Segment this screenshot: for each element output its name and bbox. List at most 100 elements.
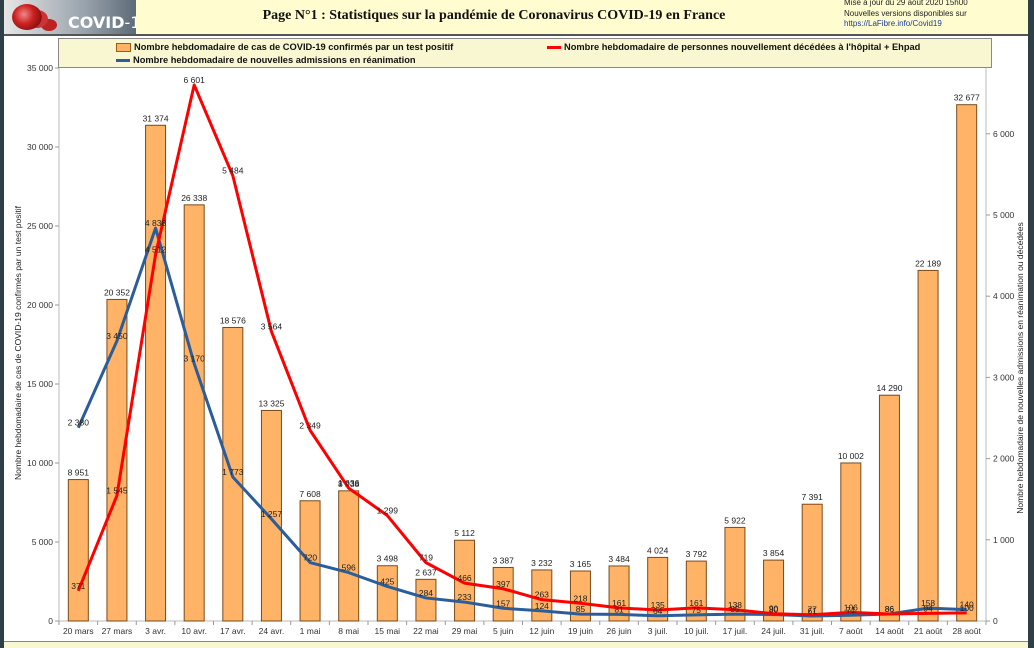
right-tick-label: 3 000: [993, 372, 1015, 382]
deaths-data-label: 1 299: [377, 506, 399, 516]
icu-data-label: 1 257: [261, 509, 283, 519]
deaths-data-label: 3 564: [261, 322, 283, 332]
icu-data-label: 157: [496, 598, 510, 608]
bar-label-cases: 26 338: [181, 193, 207, 203]
page: COVID-19 Page N°1 : Statistiques sur la …: [4, 0, 1028, 647]
icu-data-label: 61: [807, 606, 817, 616]
bar-label-cases: 2 637: [415, 567, 437, 577]
icu-data-label: 124: [535, 601, 549, 611]
x-tick-label: 17 avr.: [220, 626, 246, 636]
icu-data-label: 233: [457, 592, 471, 602]
x-tick-label: 8 mai: [338, 626, 359, 636]
icu-data-label: 64: [653, 606, 663, 616]
deaths-line: [78, 85, 966, 615]
icu-data-label: 85: [576, 604, 586, 614]
bar-label-cases: 18 576: [220, 315, 246, 325]
bar-label-cases: 5 922: [724, 515, 746, 525]
x-tick-label: 22 mai: [413, 626, 439, 636]
x-tick-label: 3 juil.: [648, 626, 668, 636]
bar-label-cases: 13 325: [258, 398, 284, 408]
left-tick-label: 30 000: [27, 142, 53, 152]
bar-label-cases: 7 608: [299, 489, 321, 499]
x-tick-label: 17 juil.: [723, 626, 748, 636]
icu-data-label: 3 450: [106, 331, 128, 341]
x-tick-label: 5 juin: [493, 626, 514, 636]
bar-cases: [377, 566, 397, 621]
bar-label-cases: 3 387: [493, 555, 515, 565]
bar-cases: [493, 567, 513, 621]
bar-cases: [841, 463, 861, 621]
x-tick-label: 1 mai: [300, 626, 321, 636]
x-tick-label: 20 mars: [63, 626, 94, 636]
bar-cases: [802, 504, 822, 621]
icu-data-label: 85: [730, 604, 740, 614]
icu-data-label: 71: [846, 605, 856, 615]
bar-label-cases: 10 002: [838, 451, 864, 461]
bar-label-cases: 3 165: [570, 559, 592, 569]
x-tick-label: 26 juin: [607, 626, 632, 636]
icu-data-label: 1 773: [222, 467, 244, 477]
bar-label-cases: 4 024: [647, 545, 669, 555]
icu-data-label: 80: [769, 605, 779, 615]
icu-data-label: 596: [342, 563, 356, 573]
bar-cases: [68, 480, 88, 621]
icu-data-label: 140: [960, 600, 974, 610]
deaths-data-label: 719: [419, 553, 433, 563]
bar-cases: [957, 105, 977, 621]
bar-cases: [146, 125, 166, 621]
bar-cases: [879, 395, 899, 621]
bar-cases: [339, 491, 359, 621]
bar-label-cases: 20 352: [104, 287, 130, 297]
icu-line: [78, 228, 966, 616]
icu-data-label: 86: [885, 604, 895, 614]
icu-data-label: 158: [921, 598, 935, 608]
bar-label-cases: 3 792: [686, 549, 708, 559]
deaths-data-label: 218: [573, 593, 587, 603]
x-tick-label: 14 août: [875, 626, 904, 636]
bar-label-cases: 5 112: [454, 528, 475, 538]
bar-label-cases: 7 391: [802, 492, 824, 502]
icu-data-label: 3 170: [184, 354, 206, 364]
icu-data-label: 284: [419, 588, 433, 598]
icu-data-label: 75: [692, 605, 702, 615]
bar-cases: [918, 270, 938, 621]
icu-data-label: 720: [303, 553, 317, 563]
left-tick-label: 15 000: [27, 379, 53, 389]
x-tick-label: 24 juil.: [761, 626, 786, 636]
bar-label-cases: 8 951: [68, 468, 90, 478]
deaths-data-label: 1 545: [106, 486, 128, 496]
right-tick-label: 5 000: [993, 210, 1015, 220]
x-tick-label: 21 août: [914, 626, 943, 636]
x-tick-label: 31 juil.: [800, 626, 825, 636]
left-tick-label: 10 000: [27, 458, 53, 468]
right-tick-label: 2 000: [993, 454, 1015, 464]
x-tick-label: 24 avr.: [259, 626, 285, 636]
x-tick-label: 29 mai: [452, 626, 478, 636]
icu-data-label: 4 838: [145, 218, 167, 228]
deaths-data-label: 6 601: [184, 75, 206, 85]
left-tick-label: 25 000: [27, 221, 53, 231]
bar-cases: [184, 205, 204, 621]
x-tick-label: 10 avr.: [181, 626, 207, 636]
x-tick-label: 27 mars: [102, 626, 133, 636]
right-tick-label: 4 000: [993, 291, 1015, 301]
icu-data-label: 2 380: [68, 418, 90, 428]
bar-label-cases: 22 189: [915, 258, 941, 268]
x-tick-label: 28 août: [953, 626, 982, 636]
x-tick-label: 7 août: [839, 626, 863, 636]
left-axis-title: Nombre hebdomadaire de cas de COVID-19 c…: [13, 173, 23, 513]
x-tick-label: 3 avr.: [145, 626, 166, 636]
x-tick-label: 12 juin: [529, 626, 554, 636]
bar-label-cases: 14 290: [876, 383, 902, 393]
deaths-data-label: 2 349: [299, 420, 321, 430]
right-axis-title: Nombre hebdomadaire de nouvelles admissi…: [1015, 198, 1025, 538]
left-tick-label: 0: [48, 616, 53, 626]
bar-label-cases: 3 854: [763, 548, 785, 558]
right-tick-label: 1 000: [993, 535, 1015, 545]
right-tick-label: 0: [993, 616, 998, 626]
x-tick-label: 19 juin: [568, 626, 593, 636]
left-tick-label: 20 000: [27, 300, 53, 310]
deaths-data-label: 263: [535, 590, 549, 600]
bar-label-cases: 3 232: [531, 558, 553, 568]
